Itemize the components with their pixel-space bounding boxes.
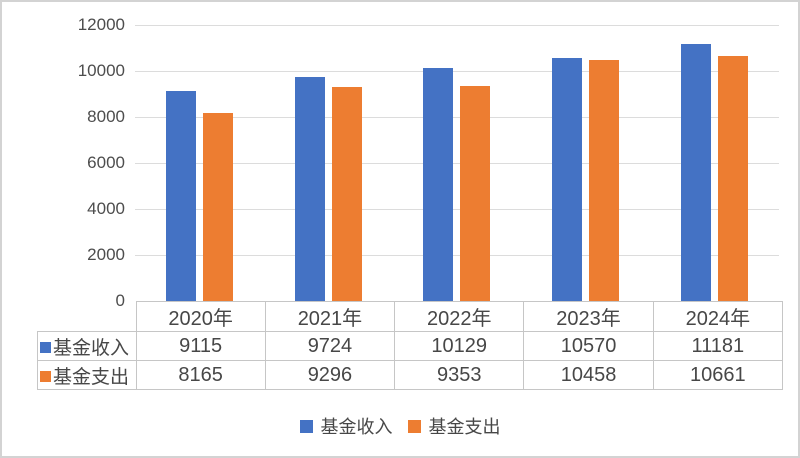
gridline-8000 bbox=[135, 117, 779, 118]
bar-基金支出-2022年 bbox=[460, 85, 491, 301]
table-header-row: 2020年 2021年 2022年 2023年 2024年 bbox=[38, 301, 784, 332]
table-col-header-2024年: 2024年 bbox=[652, 301, 784, 332]
legend-item-expense: 基金支出 bbox=[407, 413, 501, 439]
bar-group-2022年 bbox=[393, 25, 522, 301]
plot-area bbox=[135, 25, 779, 301]
bar-group-2023年 bbox=[521, 25, 650, 301]
y-tick-label-0: 0 bbox=[115, 291, 125, 310]
bar-基金支出-2023年 bbox=[589, 60, 620, 301]
bar-group-2024年 bbox=[650, 25, 779, 301]
table-value-基金收入-2020年: 9115 bbox=[135, 331, 266, 361]
table-stub-cell bbox=[38, 302, 137, 332]
bar-基金支出-2021年 bbox=[331, 87, 362, 301]
bar-基金收入-2022年 bbox=[423, 68, 454, 301]
bar-基金支出-2020年 bbox=[202, 113, 233, 301]
table-value-基金支出-2021年: 9296 bbox=[264, 360, 396, 390]
chart-data-table: 2020年 2021年 2022年 2023年 2024年 基金收入 9115 9724 101… bbox=[37, 301, 784, 390]
legend-key-income-icon bbox=[299, 419, 313, 433]
y-tick-label-4000: 4000 bbox=[87, 199, 125, 218]
table-value-基金支出-2024年: 10661 bbox=[652, 360, 784, 390]
y-tick-label-10000: 10000 bbox=[77, 61, 125, 80]
table-col-header-2023年: 2023年 bbox=[523, 301, 654, 332]
table-value-基金支出-2020年: 8165 bbox=[135, 360, 266, 390]
table-value-基金支出-2022年: 9353 bbox=[394, 360, 525, 390]
bar-基金收入-2020年 bbox=[165, 91, 196, 301]
table-col-header-2021年: 2021年 bbox=[264, 301, 396, 332]
y-tick-label-8000: 8000 bbox=[87, 107, 125, 126]
series-marker-icon bbox=[40, 341, 51, 353]
y-tick-label-12000: 12000 bbox=[77, 15, 125, 34]
legend-item-income: 基金收入 bbox=[299, 413, 393, 439]
legend-label-income: 基金收入 bbox=[320, 417, 393, 437]
table-col-header-2020年: 2020年 bbox=[135, 301, 266, 332]
bar-基金收入-2021年 bbox=[294, 77, 325, 301]
table-row-基金支出: 基金支出 8165 9296 9353 10458 10661 bbox=[37, 360, 784, 390]
gridline-12000 bbox=[135, 25, 779, 26]
gridline-4000 bbox=[135, 209, 779, 210]
table-row-基金收入: 基金收入 9115 9724 10129 10570 11181 bbox=[37, 331, 784, 361]
gridline-2000 bbox=[135, 255, 779, 256]
gridline-6000 bbox=[135, 163, 779, 164]
y-tick-label-6000: 6000 bbox=[87, 153, 125, 172]
chart-legend: 基金收入 基金支出 bbox=[2, 413, 798, 439]
chart-data-table-body: 2020年 2021年 2022年 2023年 2024年 基金收入 9115 9724 101… bbox=[37, 301, 784, 390]
bar-基金收入-2023年 bbox=[552, 57, 583, 301]
table-value-基金收入-2021年: 9724 bbox=[264, 331, 396, 361]
table-value-基金收入-2022年: 10129 bbox=[394, 331, 525, 361]
bar-基金收入-2024年 bbox=[681, 43, 712, 301]
y-tick-label-2000: 2000 bbox=[87, 245, 125, 264]
bar-group-2020年 bbox=[135, 25, 264, 301]
legend-key-expense-icon bbox=[407, 419, 421, 433]
legend-label-expense: 基金支出 bbox=[428, 417, 501, 437]
bar-group-2021年 bbox=[264, 25, 393, 301]
table-value-基金支出-2023年: 10458 bbox=[523, 360, 654, 390]
table-value-基金收入-2024年: 11181 bbox=[652, 331, 784, 361]
table-value-基金收入-2023年: 10570 bbox=[523, 331, 654, 361]
table-row-header-基金收入: 基金收入 bbox=[37, 331, 137, 361]
table-row-header-基金支出: 基金支出 bbox=[37, 360, 137, 390]
gridline-10000 bbox=[135, 71, 779, 72]
series-marker-icon bbox=[40, 370, 51, 382]
bar-基金支出-2024年 bbox=[718, 55, 749, 301]
table-col-header-2022年: 2022年 bbox=[394, 301, 525, 332]
